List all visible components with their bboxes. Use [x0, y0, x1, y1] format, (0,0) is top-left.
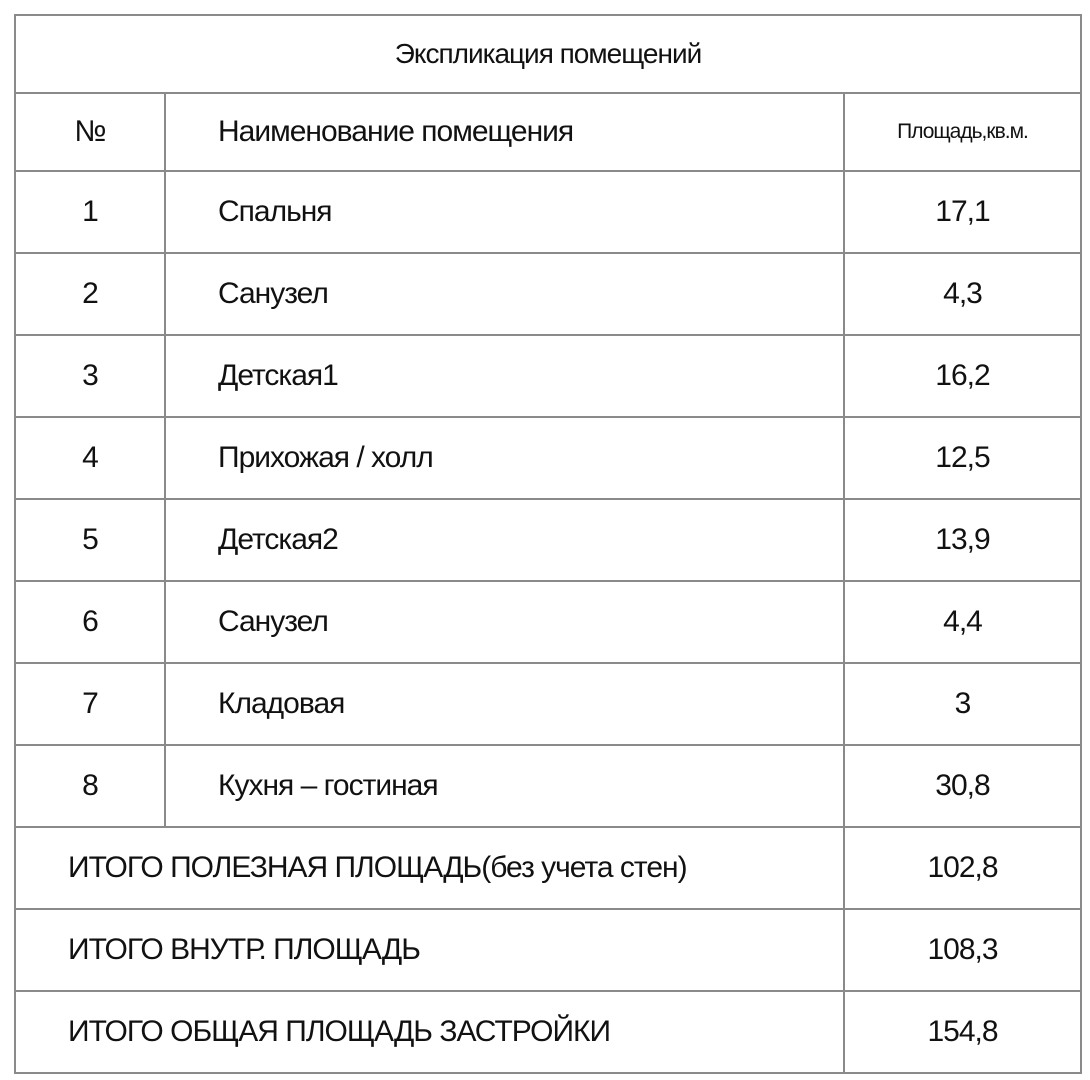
title-row: Экспликация помещений	[14, 14, 1082, 94]
room-name: Детская1	[164, 334, 845, 418]
room-name: Санузел	[164, 252, 845, 336]
table-row: 7 Кладовая 3	[14, 662, 1082, 746]
room-area: 16,2	[843, 334, 1082, 418]
table-row: 5 Детская2 13,9	[14, 498, 1082, 582]
room-area: 4,3	[843, 252, 1082, 336]
room-name: Кухня – гостиная	[164, 744, 845, 828]
room-area: 3	[843, 662, 1082, 746]
table-row: 4 Прихожая / холл 12,5	[14, 416, 1082, 500]
total-row: ИТОГО ОБЩАЯ ПЛОЩАДЬ ЗАСТРОЙКИ 154,8	[14, 990, 1082, 1074]
total-row: ИТОГО ПОЛЕЗНАЯ ПЛОЩАДЬ(без учета стен) 10…	[14, 826, 1082, 910]
header-number: №	[14, 92, 166, 172]
table-row: 3 Детская1 16,2	[14, 334, 1082, 418]
room-number: 3	[14, 334, 166, 418]
table-title: Экспликация помещений	[14, 14, 1082, 94]
total-row: ИТОГО ВНУТР. ПЛОЩАДЬ 108,3	[14, 908, 1082, 992]
room-number: 4	[14, 416, 166, 500]
room-number: 5	[14, 498, 166, 582]
room-name: Детская2	[164, 498, 845, 582]
table-row: 6 Санузел 4,4	[14, 580, 1082, 664]
room-area: 30,8	[843, 744, 1082, 828]
room-number: 7	[14, 662, 166, 746]
room-area: 12,5	[843, 416, 1082, 500]
room-name: Санузел	[164, 580, 845, 664]
total-value: 154,8	[843, 990, 1082, 1074]
total-label: ИТОГО ПОЛЕЗНАЯ ПЛОЩАДЬ(без учета стен)	[14, 826, 845, 910]
header-area: Площадь,кв.м.	[843, 92, 1082, 172]
room-number: 1	[14, 170, 166, 254]
table-row: 2 Санузел 4,3	[14, 252, 1082, 336]
room-number: 2	[14, 252, 166, 336]
total-label: ИТОГО ВНУТР. ПЛОЩАДЬ	[14, 908, 845, 992]
header-name: Наименование помещения	[164, 92, 845, 172]
table-row: 8 Кухня – гостиная 30,8	[14, 744, 1082, 828]
room-name: Прихожая / холл	[164, 416, 845, 500]
room-number: 8	[14, 744, 166, 828]
room-area: 4,4	[843, 580, 1082, 664]
room-area: 13,9	[843, 498, 1082, 582]
total-value: 102,8	[843, 826, 1082, 910]
room-area: 17,1	[843, 170, 1082, 254]
header-row: № Наименование помещения Площадь,кв.м.	[14, 92, 1082, 172]
total-value: 108,3	[843, 908, 1082, 992]
table-row: 1 Спальня 17,1	[14, 170, 1082, 254]
room-schedule-table: Экспликация помещений № Наименование пом…	[14, 14, 1082, 1074]
room-number: 6	[14, 580, 166, 664]
total-label: ИТОГО ОБЩАЯ ПЛОЩАДЬ ЗАСТРОЙКИ	[14, 990, 845, 1074]
room-name: Спальня	[164, 170, 845, 254]
room-name: Кладовая	[164, 662, 845, 746]
